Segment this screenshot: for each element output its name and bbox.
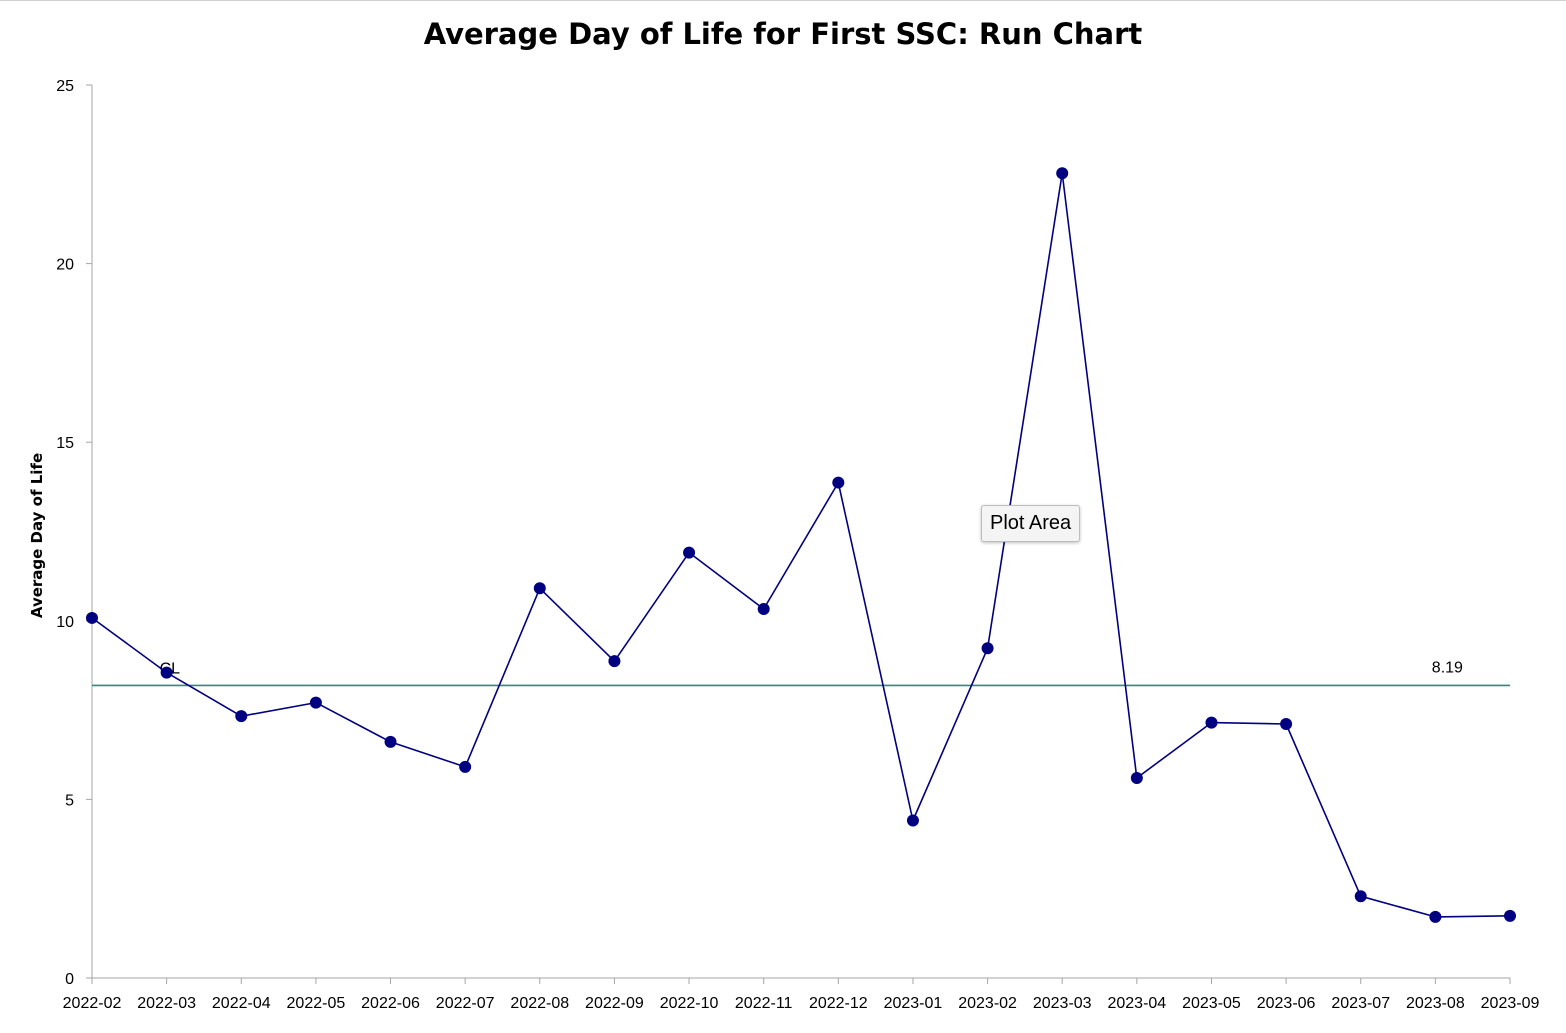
x-tick-label: 2023-01	[884, 995, 943, 1012]
data-point[interactable]	[235, 710, 248, 723]
y-tick-label: 0	[65, 971, 74, 988]
data-point[interactable]	[1056, 167, 1069, 180]
data-point[interactable]	[906, 814, 919, 827]
x-tick-label: 2022-11	[735, 995, 793, 1012]
data-point[interactable]	[608, 655, 621, 668]
x-tick-label: 2022-04	[212, 995, 271, 1012]
data-point[interactable]	[1280, 718, 1293, 731]
x-tick-label: 2022-05	[287, 995, 346, 1012]
data-point[interactable]	[1205, 716, 1218, 729]
center-line-value-label: 8.19	[1432, 659, 1463, 676]
data-point[interactable]	[384, 735, 397, 748]
x-tick-label: 2022-06	[361, 995, 420, 1012]
y-tick-label: 20	[56, 257, 74, 274]
chart-title: Average Day of Life for First SSC: Run C…	[423, 17, 1143, 51]
x-tick-label: 2022-09	[585, 995, 644, 1012]
data-point[interactable]	[459, 760, 472, 773]
data-point[interactable]	[86, 611, 98, 624]
x-tick-label: 2022-07	[436, 995, 495, 1012]
x-tick-label: 2023-06	[1257, 995, 1316, 1012]
series-line	[91, 172, 1511, 918]
y-tick-label: 10	[56, 614, 74, 631]
x-tick-label: 2023-02	[958, 995, 1017, 1012]
y-tick-label: 15	[56, 435, 74, 452]
y-tick-label: 25	[56, 78, 74, 95]
data-point[interactable]	[160, 666, 173, 679]
x-tick-label: 2023-07	[1331, 995, 1390, 1012]
data-point[interactable]	[309, 696, 322, 709]
y-axis-title: Average Day of Life	[28, 453, 46, 618]
x-tick-label: 2023-04	[1107, 995, 1166, 1012]
x-tick-label: 2022-08	[510, 995, 569, 1012]
data-point[interactable]	[1130, 771, 1143, 784]
x-tick-label: 2022-12	[809, 995, 868, 1012]
x-tick-label: 2022-10	[660, 995, 719, 1012]
plot-area-tooltip: Plot Area	[981, 505, 1081, 542]
x-tick-label: 2023-03	[1033, 995, 1092, 1012]
data-point[interactable]	[1504, 909, 1516, 922]
data-point[interactable]	[533, 582, 546, 595]
x-tick-label: 2022-03	[137, 995, 196, 1012]
data-point[interactable]	[981, 642, 994, 655]
x-tick-label: 2023-09	[1481, 995, 1540, 1012]
data-point[interactable]	[832, 476, 845, 489]
y-tick-label: 5	[65, 792, 74, 809]
x-tick-label: 2023-08	[1406, 995, 1465, 1012]
x-tick-label: 2023-05	[1182, 995, 1241, 1012]
data-point[interactable]	[1354, 890, 1367, 903]
data-point[interactable]	[683, 546, 696, 559]
data-point[interactable]	[757, 603, 770, 616]
x-tick-label: 2022-02	[63, 995, 122, 1012]
data-point[interactable]	[1429, 910, 1442, 923]
